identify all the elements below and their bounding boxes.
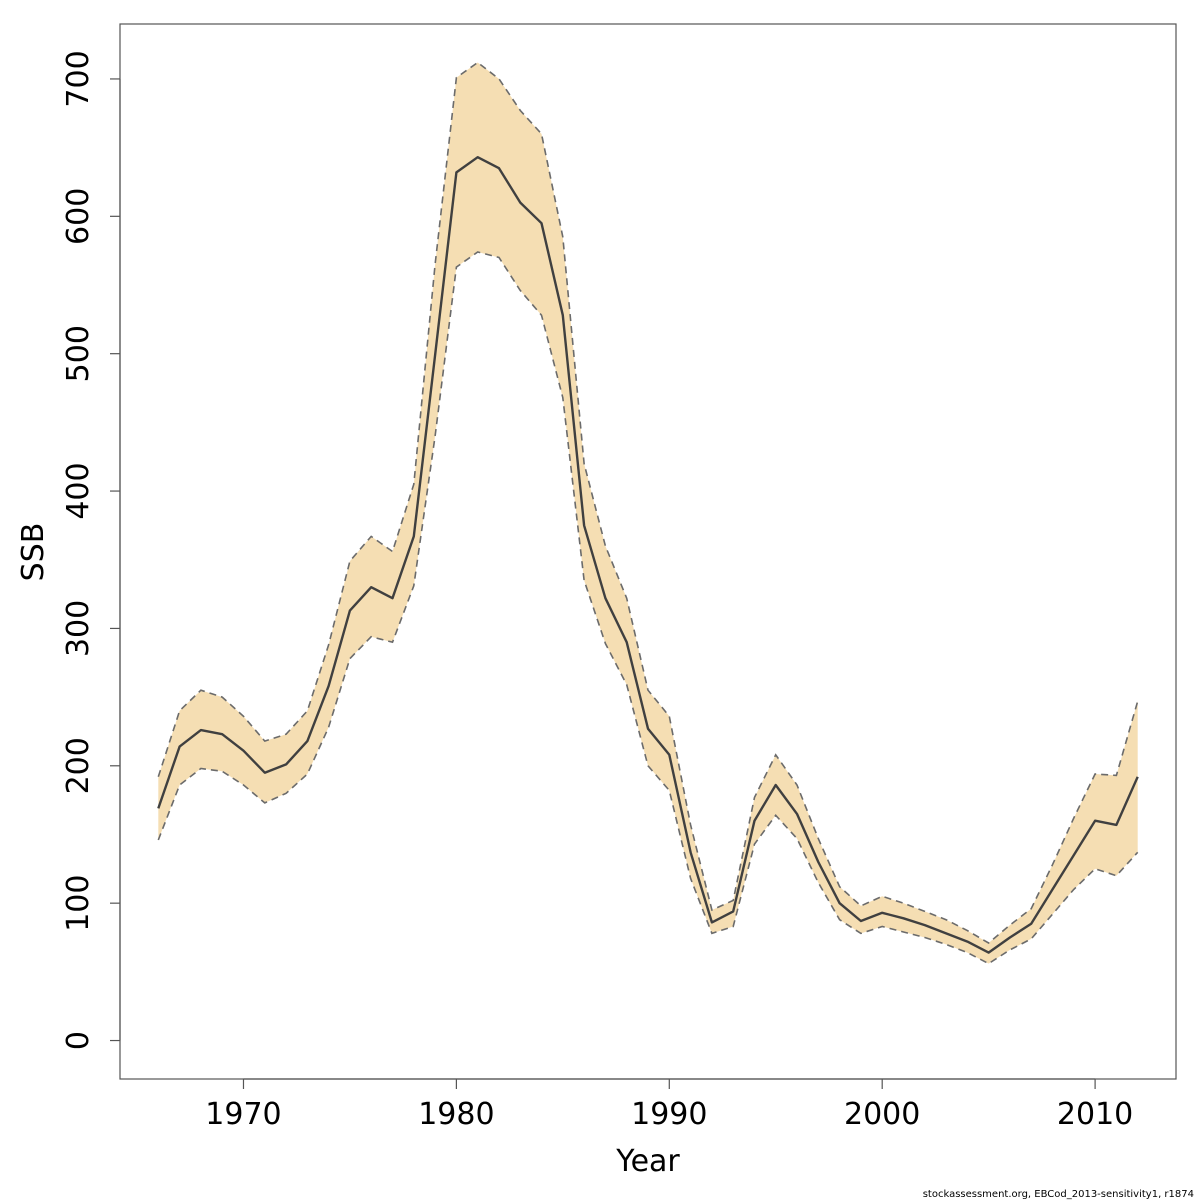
y-tick-label: 400 (61, 462, 96, 519)
series-line-layer (157, 61, 1139, 965)
axis-layer: 1970 1980 1990 2000 2010 0 100 200 300 400 500 600 7… (61, 50, 1133, 1132)
lower-bound-line (157, 251, 1139, 965)
x-tick-label: 1980 (418, 1097, 494, 1132)
confidence-band-layer (158, 62, 1138, 964)
y-tick-label: 0 (61, 1031, 96, 1050)
y-tick-label: 700 (61, 50, 96, 107)
y-tick-label: 500 (61, 325, 96, 382)
ssb-estimate-line (157, 155, 1139, 954)
y-tick-label: 100 (61, 875, 96, 932)
x-tick-label: 1990 (631, 1097, 707, 1132)
x-tick-label: 2010 (1057, 1097, 1133, 1132)
upper-bound-line (157, 61, 1139, 944)
y-tick-label: 200 (61, 737, 96, 794)
x-tick-label: 1970 (205, 1097, 281, 1132)
y-tick-label: 300 (61, 600, 96, 657)
y-axis-title: SSB (16, 523, 51, 582)
confidence-band (158, 62, 1138, 964)
footer-credit: stockassessment.org, EBCod_2013-sensitiv… (923, 1189, 1194, 1200)
x-tick-label: 2000 (844, 1097, 920, 1132)
x-axis-title: Year (615, 1144, 680, 1179)
y-tick-label: 600 (61, 188, 96, 245)
